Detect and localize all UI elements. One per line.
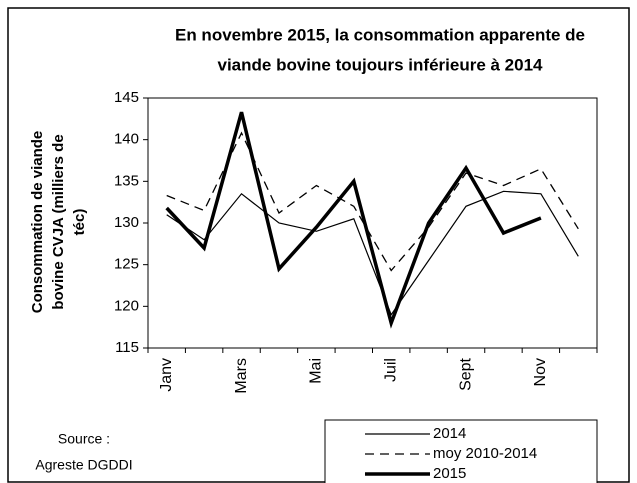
y-tick-label: 120: [114, 297, 139, 314]
y-tick-label: 135: [114, 172, 139, 189]
x-tick-label: Janv: [158, 358, 175, 392]
y-axis-label: bovine CVJA (milliers de: [50, 134, 67, 309]
x-tick-label: Mai: [308, 358, 325, 384]
series-line: [165, 111, 542, 329]
chart-title: En novembre 2015, la consommation appare…: [175, 25, 585, 44]
y-axis-label: téc): [71, 209, 88, 236]
legend-label: moy 2010-2014: [433, 445, 537, 462]
source: Source :: [58, 431, 110, 447]
y-tick-label: 115: [115, 339, 139, 356]
y-tick-label: 140: [114, 131, 139, 148]
x-tick-label: Juil: [382, 358, 399, 382]
x-tick-label: Nov: [532, 358, 549, 386]
x-tick-label: Mars: [233, 358, 250, 394]
chart-title: viande bovine toujours inférieure à 2014: [218, 55, 544, 74]
frame: [7, 7, 630, 483]
legend-label: 2014: [433, 425, 466, 442]
series-line: [166, 190, 579, 316]
y-tick-label: 145: [114, 89, 139, 106]
legend-label: 2015: [433, 465, 466, 482]
series-line: [166, 131, 579, 272]
x-tick-label: Sept: [457, 357, 474, 390]
y-axis-label: Consommation de viande: [29, 131, 46, 314]
y-tick-label: 130: [114, 214, 139, 231]
source: Agreste DGDDI: [35, 457, 132, 473]
y-tick-label: 125: [114, 256, 139, 273]
